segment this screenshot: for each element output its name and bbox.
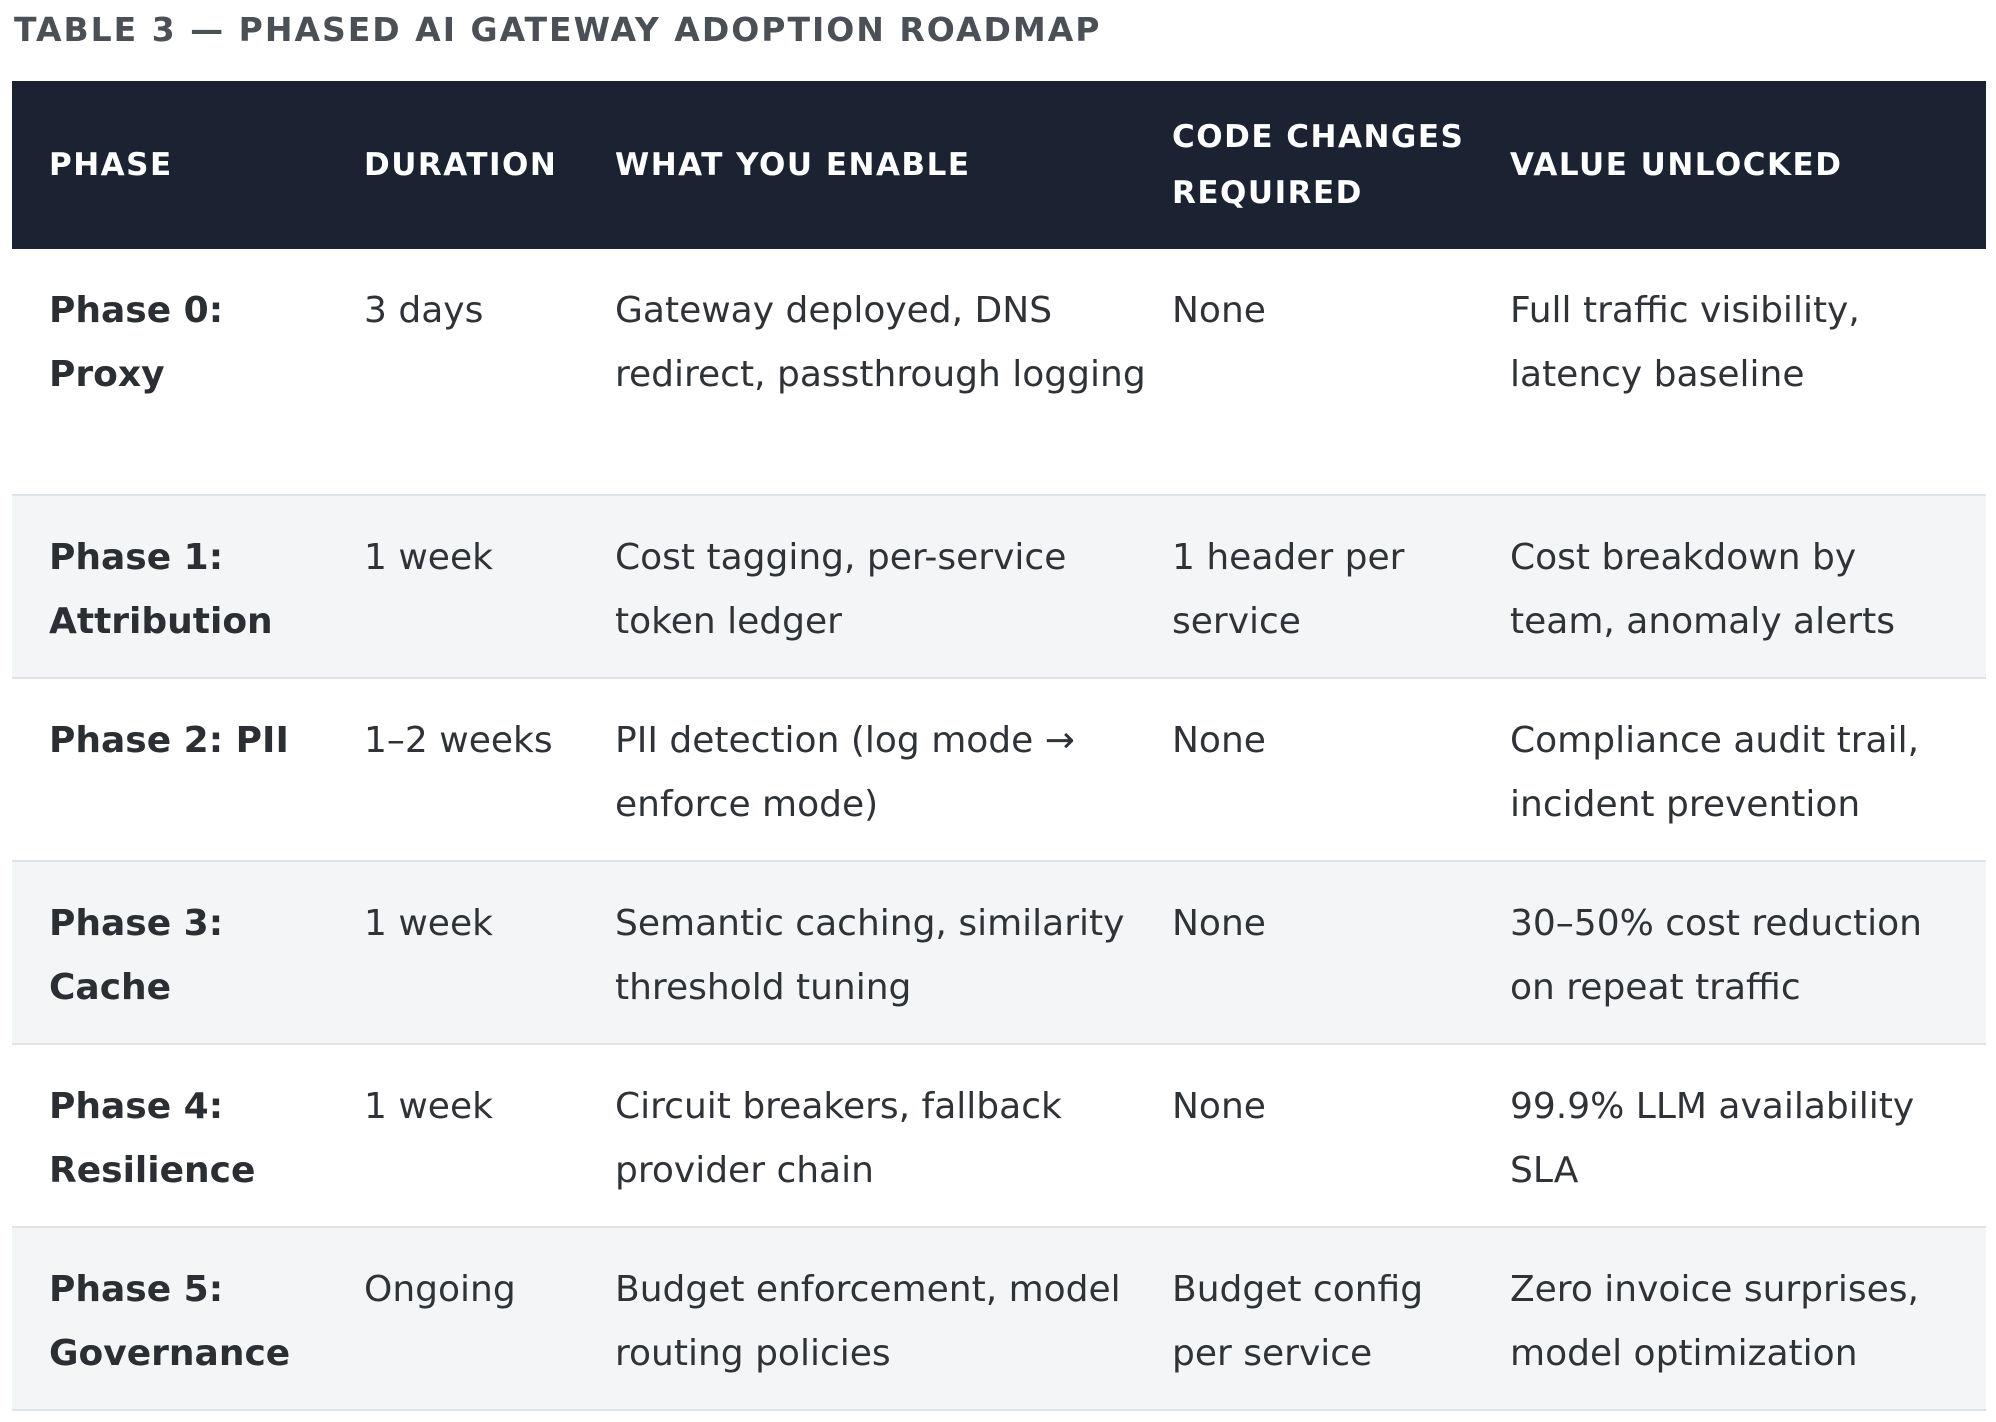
cell-duration: 1 week [364, 495, 615, 679]
cell-phase: Phase 0: Proxy [12, 249, 364, 496]
cell-duration: Ongoing [364, 1227, 615, 1411]
table-row: Phase 3: Cache 1 week Semantic caching, … [12, 861, 1986, 1045]
table-row: Phase 0: Proxy 3 days Gateway deployed, … [12, 249, 1986, 496]
table-row: Phase 2: PII 1–2 weeks PII detection (lo… [12, 678, 1986, 862]
header-row: PHASE DURATION WHAT YOU ENABLE CODE CHAN… [12, 81, 1986, 249]
cell-duration: 1–2 weeks [364, 678, 615, 862]
cell-phase: Phase 3: Cache [12, 861, 364, 1045]
cell-phase: Phase 1: Attribution [12, 495, 364, 679]
table-row: Phase 5: Governance Ongoing Budget enfor… [12, 1227, 1986, 1411]
table-header: PHASE DURATION WHAT YOU ENABLE CODE CHAN… [12, 81, 1986, 249]
header-code-changes-required: CODE CHANGES REQUIRED [1172, 119, 1465, 211]
cell-what-you-enable: PII detection (log mode → enforce mode) [615, 678, 1172, 862]
header-duration: DURATION [364, 147, 558, 183]
cell-value-unlocked: Zero invoice surprises, model optimizati… [1510, 1227, 1986, 1411]
cell-phase: Phase 4: Resilience [12, 1044, 364, 1228]
roadmap-table: PHASE DURATION WHAT YOU ENABLE CODE CHAN… [12, 81, 1986, 1411]
cell-code-changes: Budget config per service [1172, 1227, 1510, 1411]
cell-code-changes: None [1172, 249, 1510, 496]
cell-value-unlocked: 30–50% cost reduction on repeat traffic [1510, 861, 1986, 1045]
cell-what-you-enable: Semantic caching, similarity threshold t… [615, 861, 1172, 1045]
cell-phase: Phase 2: PII [12, 678, 364, 862]
cell-what-you-enable: Gateway deployed, DNS redirect, passthro… [615, 249, 1172, 496]
cell-code-changes: 1 header per service [1172, 495, 1510, 679]
cell-duration: 1 week [364, 861, 615, 1045]
cell-phase: Phase 5: Governance [12, 1227, 364, 1411]
header-phase: PHASE [49, 147, 173, 183]
cell-code-changes: None [1172, 861, 1510, 1045]
cell-value-unlocked: Cost breakdown by team, anomaly alerts [1510, 495, 1986, 679]
header-what-you-enable: WHAT YOU ENABLE [615, 147, 971, 183]
cell-code-changes: None [1172, 678, 1510, 862]
cell-duration: 1 week [364, 1044, 615, 1228]
cell-value-unlocked: Compliance audit trail, incident prevent… [1510, 678, 1986, 862]
cell-what-you-enable: Circuit breakers, fallback provider chai… [615, 1044, 1172, 1228]
table-body: Phase 0: Proxy 3 days Gateway deployed, … [12, 249, 1986, 1411]
cell-what-you-enable: Cost tagging, per-service token ledger [615, 495, 1172, 679]
cell-code-changes: None [1172, 1044, 1510, 1228]
cell-value-unlocked: Full traffic visibility, latency baselin… [1510, 249, 1986, 496]
cell-duration: 3 days [364, 249, 615, 496]
table-row: Phase 4: Resilience 1 week Circuit break… [12, 1044, 1986, 1228]
table-caption: TABLE 3 — PHASED AI GATEWAY ADOPTION ROA… [14, 10, 1102, 49]
header-value-unlocked: VALUE UNLOCKED [1510, 147, 1843, 183]
cell-what-you-enable: Budget enforcement, model routing polici… [615, 1227, 1172, 1411]
cell-value-unlocked: 99.9% LLM availability SLA [1510, 1044, 1986, 1228]
table-row: Phase 1: Attribution 1 week Cost tagging… [12, 495, 1986, 679]
